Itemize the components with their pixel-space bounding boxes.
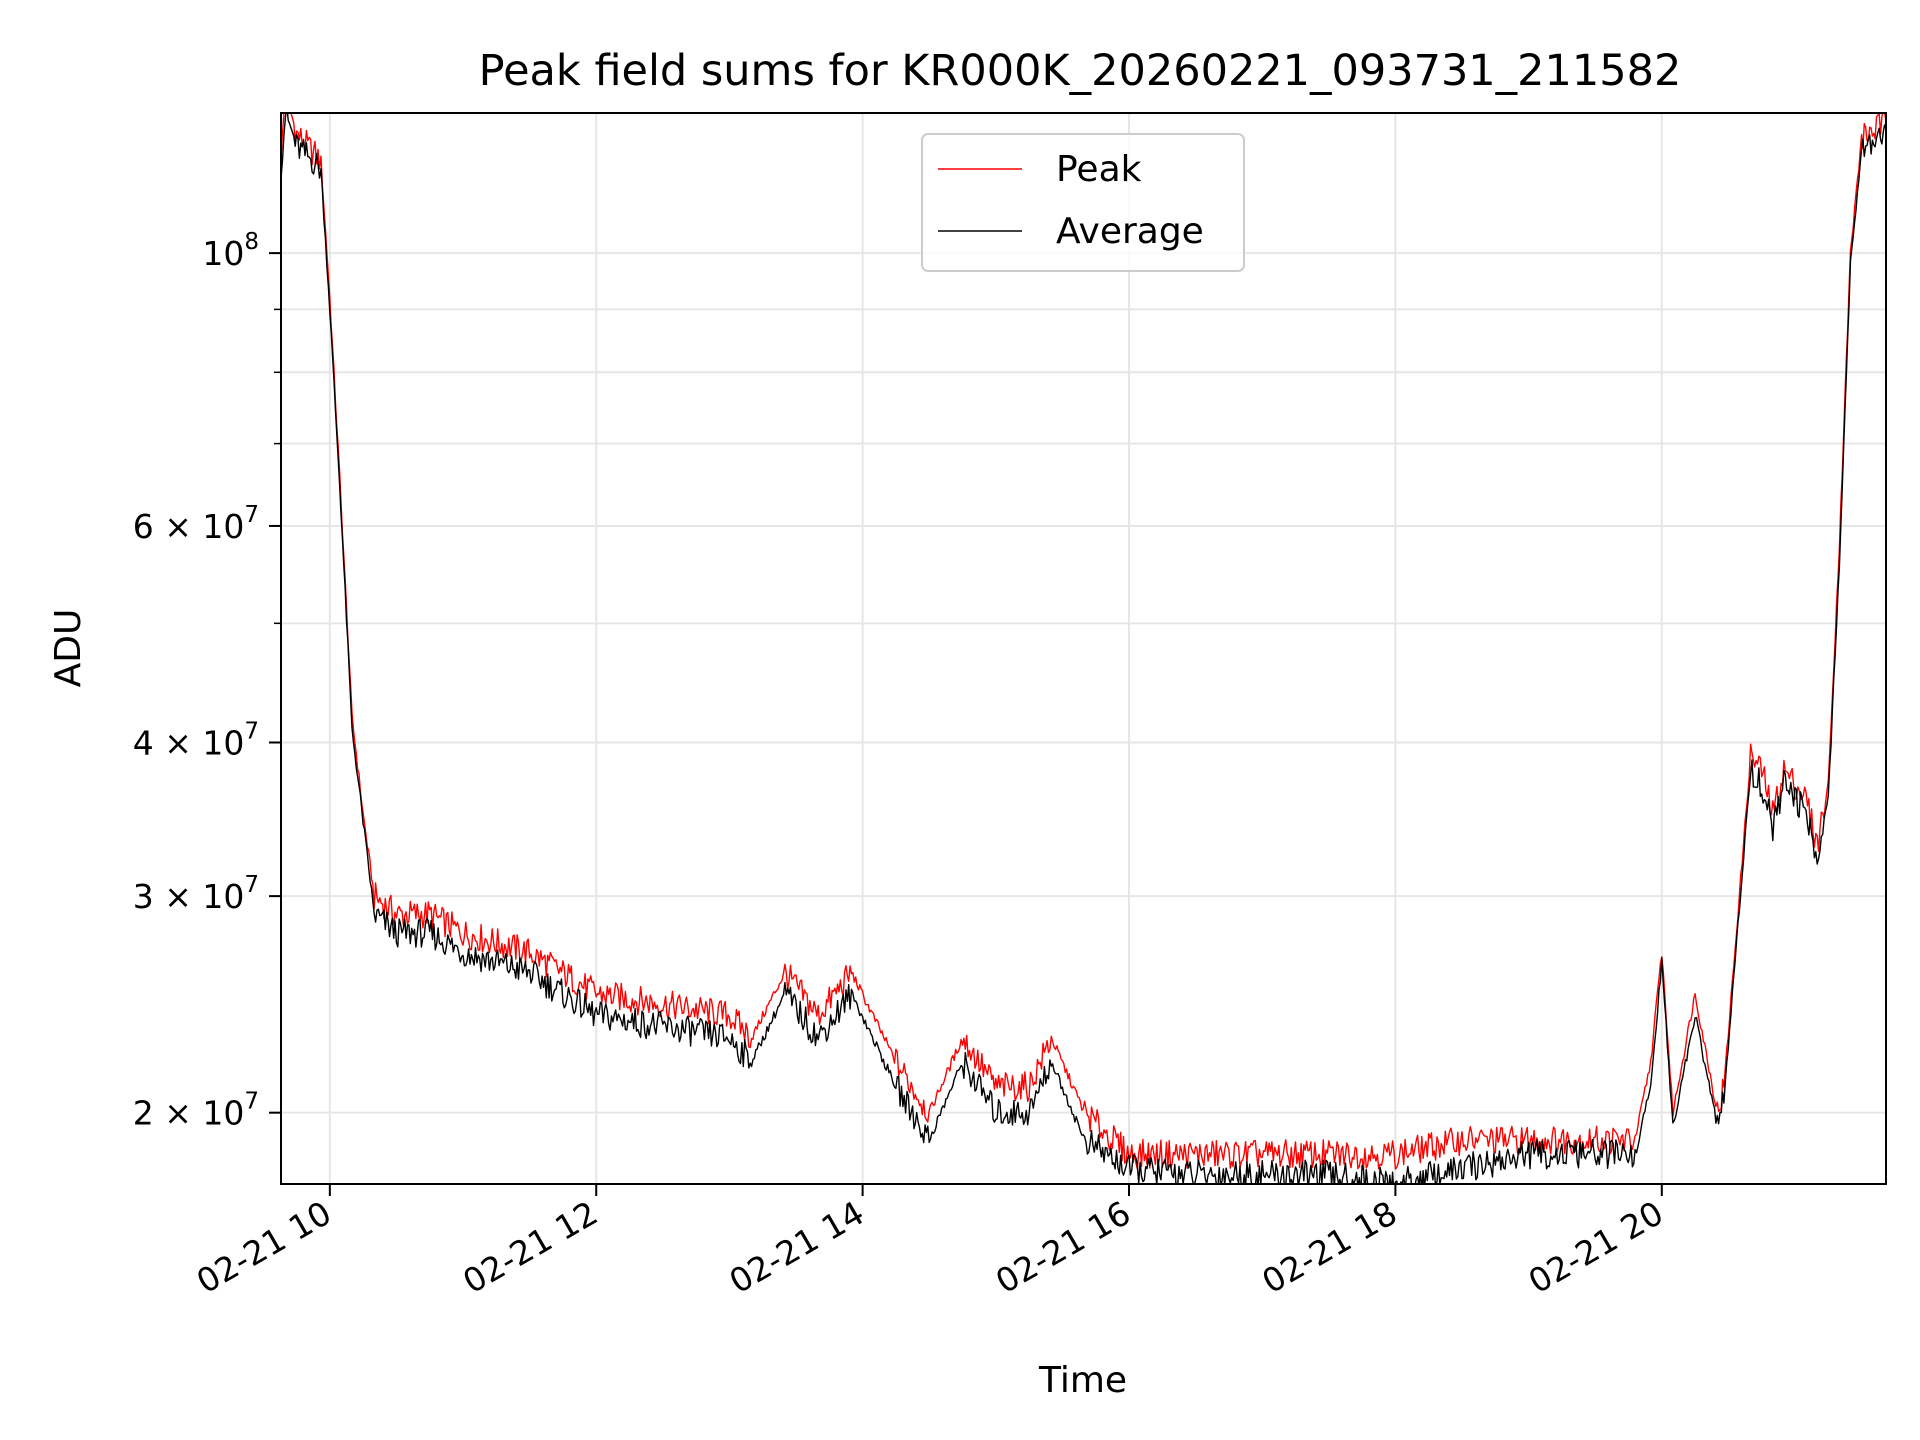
y-axis-label: ADU — [48, 609, 89, 688]
y-tick-label: 3 × 107 — [133, 872, 259, 916]
series-line-peak — [281, 113, 1886, 1170]
x-axis-label: Time — [1038, 1360, 1127, 1401]
series-line-average — [281, 113, 1886, 1184]
chart-title: Peak field sums for KR000K_20260221_0937… — [479, 46, 1682, 96]
legend-label-peak: Peak — [1056, 149, 1142, 190]
y-tick-label: 2 × 107 — [133, 1089, 259, 1133]
y-tick-label: 6 × 107 — [133, 502, 259, 546]
y-tick-label: 4 × 107 — [133, 718, 259, 762]
plot-area — [281, 113, 1886, 1184]
legend: Peak Average — [921, 133, 1245, 272]
legend-label-average: Average — [1056, 211, 1204, 252]
plot-frame — [280, 112, 1887, 1185]
